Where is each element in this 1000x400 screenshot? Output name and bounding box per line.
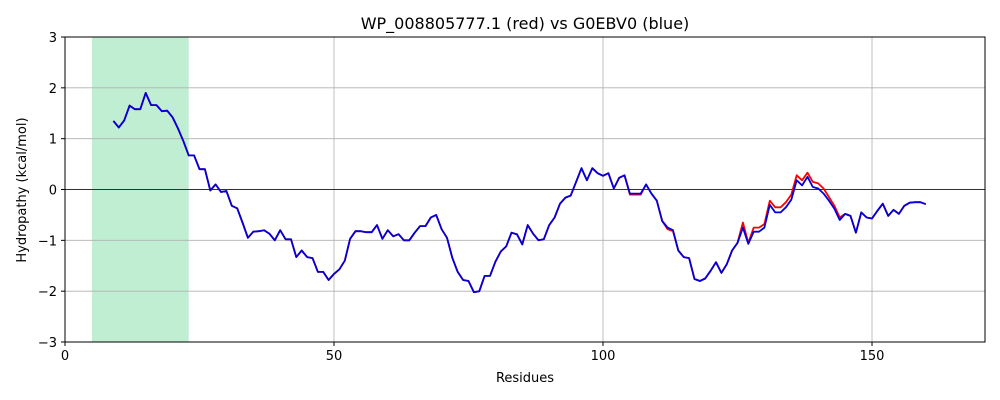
x-axis-label: Residues xyxy=(496,371,554,386)
y-tick-label: 3 xyxy=(49,31,57,46)
y-tick-label: 2 xyxy=(49,82,57,97)
y-tick-label: −2 xyxy=(38,285,57,300)
y-tick-label: −3 xyxy=(38,336,57,351)
y-tick-label: −1 xyxy=(38,234,57,249)
plot-area: 0 50 100 150 −3 −2 −1 0 1 2 3 xyxy=(38,31,986,364)
x-tick-label: 0 xyxy=(61,349,69,364)
x-tick-label: 150 xyxy=(860,349,885,364)
chart-title: WP_008805777.1 (red) vs G0EBV0 (blue) xyxy=(361,14,690,34)
x-tick-label: 100 xyxy=(591,349,616,364)
x-tick-label: 50 xyxy=(326,349,343,364)
y-tick-label: 1 xyxy=(49,133,57,148)
y-axis-label: Hydropathy (kcal/mol) xyxy=(15,117,30,262)
y-tick-label: 0 xyxy=(49,184,57,199)
series-line-blue xyxy=(112,92,927,294)
series-line-red xyxy=(112,92,927,294)
